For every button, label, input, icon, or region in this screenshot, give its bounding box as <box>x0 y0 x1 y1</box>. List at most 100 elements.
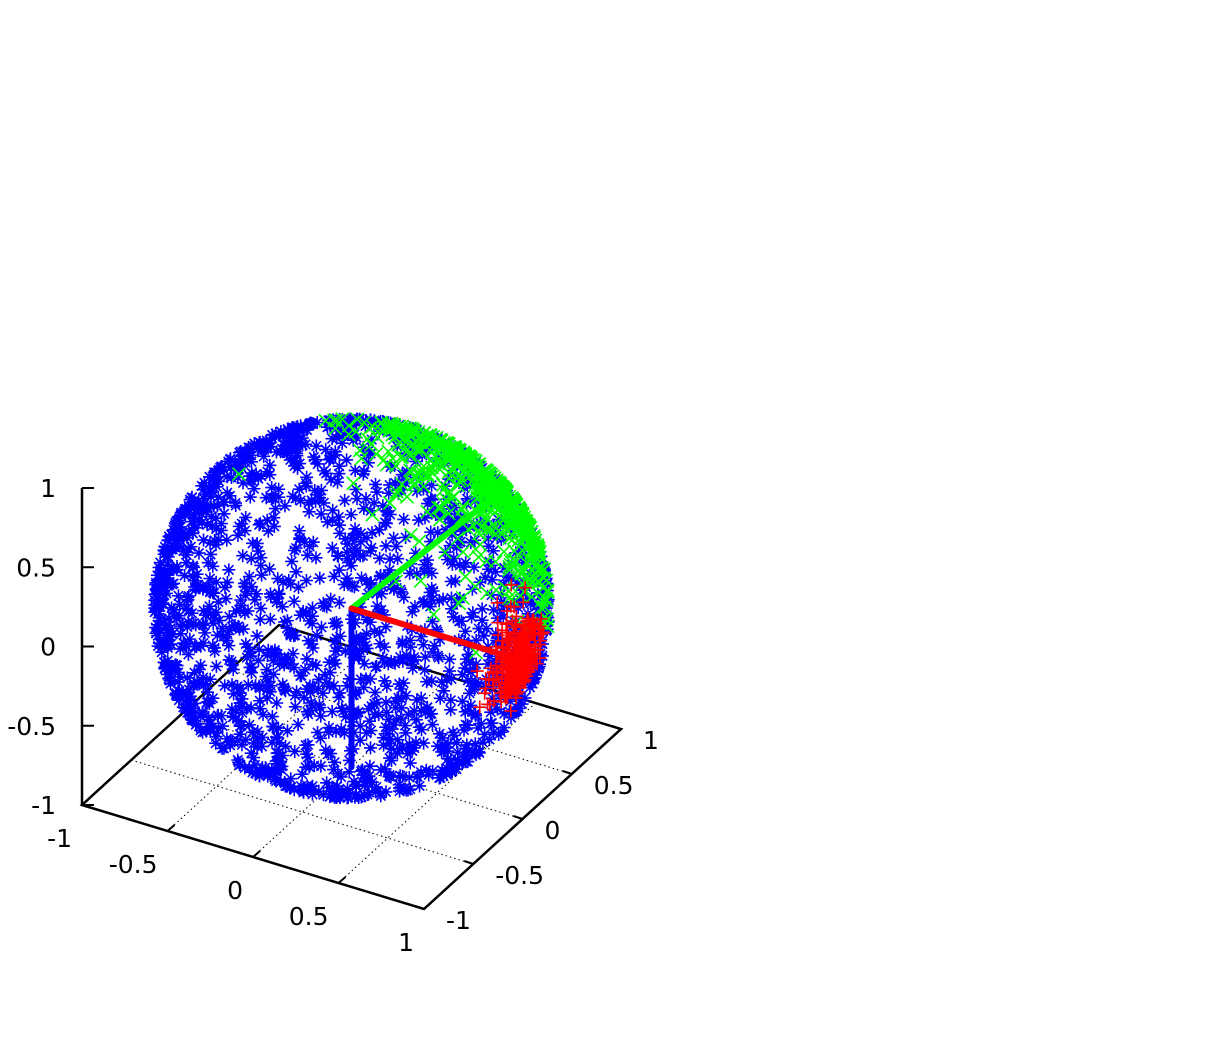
cross-point <box>420 504 435 519</box>
asterisk-point <box>250 587 264 601</box>
asterisk-point <box>231 528 245 542</box>
asterisk-point <box>396 740 410 754</box>
asterisk-point <box>426 584 440 598</box>
asterisk-point <box>294 419 308 433</box>
asterisk-point <box>431 526 445 540</box>
asterisk-point <box>374 569 388 583</box>
asterisk-point <box>176 526 190 540</box>
asterisk-point <box>260 465 274 479</box>
asterisk-point <box>231 753 245 767</box>
asterisk-point <box>434 509 448 523</box>
asterisk-point <box>400 648 414 662</box>
asterisk-point <box>198 626 212 640</box>
asterisk-point <box>284 577 298 591</box>
asterisk-point <box>319 443 333 457</box>
asterisk-point <box>349 779 363 793</box>
asterisk-point <box>349 482 363 496</box>
asterisk-point <box>532 660 546 674</box>
asterisk-point <box>363 759 377 773</box>
asterisk-point <box>300 652 314 666</box>
asterisk-point <box>504 711 518 725</box>
asterisk-point <box>316 686 330 700</box>
asterisk-point <box>287 594 301 608</box>
cross-point <box>518 525 534 540</box>
asterisk-point <box>362 444 376 458</box>
asterisk-point <box>325 780 339 794</box>
asterisk-point <box>507 706 521 720</box>
asterisk-point <box>210 628 224 642</box>
asterisk-point <box>454 614 468 628</box>
plus-point <box>499 688 513 702</box>
asterisk-point <box>247 751 261 765</box>
asterisk-point <box>393 769 407 783</box>
asterisk-point <box>305 617 319 631</box>
asterisk-point <box>196 707 210 721</box>
asterisk-point <box>349 630 363 644</box>
asterisk-point <box>368 707 382 721</box>
asterisk-point <box>420 675 434 689</box>
asterisk-point <box>298 663 312 677</box>
asterisk-point <box>342 555 356 569</box>
asterisk-point <box>211 490 225 504</box>
asterisk-point <box>349 687 363 701</box>
cross-point <box>385 451 400 466</box>
asterisk-point <box>458 661 472 675</box>
cross-point <box>412 466 427 481</box>
asterisk-point <box>444 703 458 717</box>
asterisk-point <box>205 519 219 533</box>
cross-point <box>395 419 410 434</box>
asterisk-point <box>376 499 390 513</box>
asterisk-point <box>336 427 350 441</box>
asterisk-point <box>192 513 206 527</box>
asterisk-point <box>373 625 387 639</box>
asterisk-point <box>379 720 393 734</box>
asterisk-point <box>482 732 496 746</box>
asterisk-point <box>451 753 465 767</box>
asterisk-point <box>164 677 178 691</box>
asterisk-point <box>453 558 467 572</box>
asterisk-point <box>201 580 215 594</box>
asterisk-point <box>214 517 228 531</box>
asterisk-point <box>384 742 398 756</box>
asterisk-point <box>496 610 510 624</box>
asterisk-point <box>361 610 375 624</box>
asterisk-point <box>287 661 301 675</box>
asterisk-point <box>333 629 347 643</box>
cross-point <box>441 506 456 521</box>
asterisk-point <box>417 736 431 750</box>
asterisk-point <box>328 657 342 671</box>
asterisk-point <box>377 656 391 670</box>
asterisk-point <box>397 783 411 797</box>
asterisk-point <box>348 634 362 648</box>
asterisk-point <box>357 657 371 671</box>
cross-point <box>505 504 520 520</box>
cross-point <box>231 466 247 482</box>
asterisk-point <box>244 746 258 760</box>
asterisk-point <box>516 556 530 570</box>
asterisk-point <box>263 612 277 626</box>
asterisk-point <box>263 766 277 780</box>
asterisk-point <box>348 522 362 536</box>
asterisk-point <box>482 539 496 553</box>
cross-point <box>341 427 356 442</box>
asterisk-point <box>297 691 311 705</box>
asterisk-point <box>407 741 421 755</box>
asterisk-point <box>447 728 461 742</box>
asterisk-point <box>472 745 486 759</box>
asterisk-point <box>171 589 185 603</box>
asterisk-point <box>392 677 406 691</box>
tick-label: 0.5 <box>594 771 634 800</box>
asterisk-point <box>347 775 361 789</box>
asterisk-point <box>359 574 373 588</box>
cross-point <box>452 596 467 611</box>
asterisk-point <box>531 602 545 616</box>
asterisk-point <box>364 672 378 686</box>
asterisk-point <box>378 674 392 688</box>
asterisk-point <box>481 640 495 654</box>
plus-point <box>517 635 531 649</box>
asterisk-point <box>357 680 371 694</box>
asterisk-point <box>379 785 393 799</box>
asterisk-point <box>161 534 175 548</box>
asterisk-point <box>269 445 283 459</box>
cross-point <box>407 423 422 438</box>
